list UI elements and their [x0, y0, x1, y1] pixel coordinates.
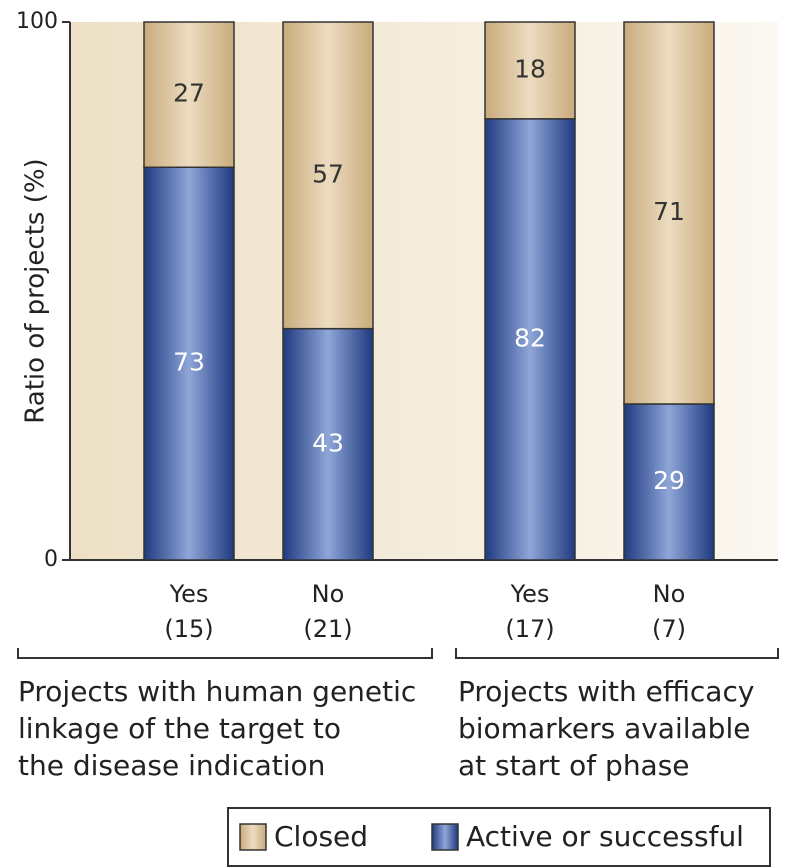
- legend-box: [227, 807, 771, 867]
- bar-segment: [623, 21, 715, 405]
- data-label: 43: [312, 428, 344, 457]
- bar-segment: [143, 21, 235, 169]
- x-tick-label: No: [312, 580, 345, 608]
- data-label: 82: [514, 323, 546, 352]
- bar-segment: [282, 21, 374, 330]
- data-label: 57: [312, 159, 344, 188]
- y-tick-label: 100: [16, 9, 58, 34]
- y-tick-label: 0: [44, 547, 58, 572]
- legend-swatch: [431, 823, 459, 851]
- group-label: the disease indication: [18, 749, 325, 782]
- data-label: 27: [173, 79, 205, 108]
- data-label: 29: [653, 466, 685, 495]
- x-tick-count: (17): [505, 615, 554, 643]
- x-tick-count: (21): [303, 615, 352, 643]
- bar-segment: [623, 403, 715, 561]
- bar-segment: [484, 21, 576, 120]
- x-tick-label: No: [653, 580, 686, 608]
- bar-segment: [143, 166, 235, 561]
- legend-label: Active or successful: [466, 820, 744, 853]
- bar-segment: [282, 327, 374, 561]
- y-axis-label: Ratio of projects (%): [21, 158, 51, 423]
- x-tick-count: (15): [164, 615, 213, 643]
- group-label: biomarkers available: [458, 712, 750, 745]
- data-label: 71: [653, 197, 685, 226]
- group-label: at start of phase: [458, 749, 690, 782]
- legend-label: Closed: [274, 820, 368, 853]
- bar-segment: [484, 118, 576, 561]
- group-label: Projects with efficacy: [458, 675, 754, 708]
- x-tick-label: Yes: [169, 580, 209, 608]
- group-label: linkage of the target to: [18, 712, 341, 745]
- data-label: 73: [173, 348, 205, 377]
- group-label: Projects with human genetic: [18, 675, 416, 708]
- data-label: 18: [514, 54, 546, 83]
- group-bracket: [17, 648, 779, 659]
- x-tick-label: Yes: [510, 580, 550, 608]
- legend-swatch: [239, 823, 267, 851]
- x-tick-count: (7): [652, 615, 686, 643]
